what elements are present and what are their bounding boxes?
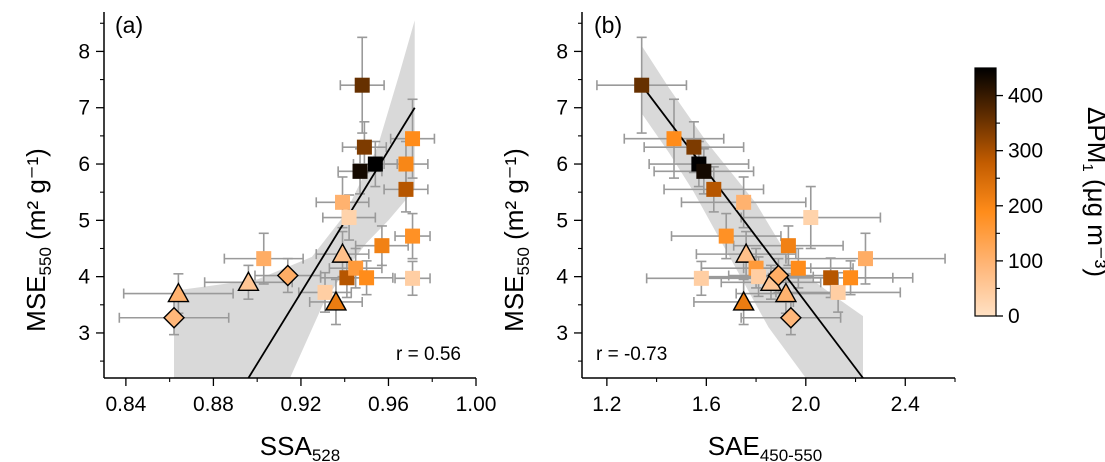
y-tick-label: 7 [78, 97, 90, 120]
colorbar-label: ΔPM1 (μg m⁻³) [1079, 107, 1105, 277]
colorbar-gradient [974, 67, 997, 317]
x-tick-label: 0.92 [281, 393, 322, 416]
square-point [398, 156, 414, 172]
square-point [356, 139, 372, 155]
x-tick-label: 1.6 [692, 393, 721, 416]
confidence-band [174, 20, 415, 379]
y-tick-label: 4 [556, 266, 568, 289]
square-point [780, 238, 796, 254]
square-point [256, 251, 272, 267]
triangle-point [167, 282, 190, 303]
square-point [352, 163, 368, 179]
square-point [335, 194, 351, 210]
triangle-point [324, 290, 348, 311]
y-tick-label: 7 [556, 97, 568, 120]
square-point [686, 139, 702, 155]
diamond-point [163, 306, 186, 329]
y-axis-label: MSE550 (m² g⁻¹) [21, 148, 55, 332]
square-point [843, 270, 859, 286]
fit-line [247, 107, 416, 379]
square-point [857, 251, 873, 267]
y-tick-label: 6 [556, 153, 568, 176]
square-point [359, 270, 375, 286]
square-point [374, 238, 390, 254]
square-point [696, 163, 712, 179]
triangle-point [774, 282, 798, 303]
square-point [367, 156, 383, 172]
y-tick-label: 8 [78, 40, 90, 63]
square-point [803, 210, 819, 226]
regression-line [247, 107, 416, 379]
y-tick-label: 8 [556, 40, 568, 63]
x-tick-label: 0.84 [105, 393, 146, 416]
square-point [666, 131, 682, 147]
colorbar-tick-label: 200 [1008, 195, 1043, 218]
y-tick-label: 4 [78, 266, 90, 289]
square-point [790, 260, 806, 276]
x-tick-label: 2.0 [791, 393, 820, 416]
square-point [736, 194, 752, 210]
axes: 1.2 1.6 2.0 2.4 3 4 5 6 7 8 [556, 12, 956, 416]
x-tick-label: 1.00 [456, 393, 497, 416]
square-point [405, 131, 421, 147]
y-tick-label: 6 [78, 153, 90, 176]
triangle-point [237, 270, 260, 291]
y-tick-label: 3 [78, 322, 90, 345]
square-point [706, 181, 722, 197]
correlation-label: r = 0.56 [396, 344, 461, 365]
x-tick-label: 2.4 [891, 393, 921, 416]
panel-b: 1.2 1.6 2.0 2.4 3 4 5 6 7 8 (b) r = -0.73 SAE450-… [499, 12, 956, 462]
diamond-point [779, 306, 802, 329]
axes: 0.84 0.88 0.92 0.96 1.00 3 4 5 6 7 8 [78, 12, 496, 416]
colorbar-tick-label: 0 [1008, 305, 1020, 328]
square-point [823, 270, 839, 286]
correlation-label: r = -0.73 [596, 344, 667, 365]
square-point [718, 228, 734, 244]
square-point [693, 270, 709, 286]
y-tick-label: 3 [556, 322, 568, 345]
square-point [354, 77, 370, 93]
x-tick-label: 0.96 [368, 393, 409, 416]
panel-label: (b) [594, 12, 622, 38]
panel-label: (a) [115, 12, 143, 38]
fit-line [640, 84, 864, 379]
x-axis-label: SSA528 [260, 431, 340, 462]
y-tick-label: 5 [556, 209, 568, 232]
confidence-band-area [641, 45, 863, 379]
x-tick-label: 1.2 [592, 393, 621, 416]
x-tick-label: 0.88 [193, 393, 234, 416]
colorbar-tick-label: 100 [1008, 250, 1043, 273]
colorbar-tick-label: 400 [1008, 85, 1043, 108]
triangle-point [732, 290, 755, 311]
triangle-point [331, 242, 354, 263]
confidence-band [641, 45, 863, 379]
square-point [317, 284, 333, 300]
colorbar: 0 100 200 300 400 ΔPM1 (μg m⁻³) [974, 67, 1105, 328]
confidence-band-area [174, 20, 415, 379]
triangle-point [734, 242, 758, 263]
colorbar-ticks: 0 100 200 300 400 [996, 85, 1043, 328]
diamond-point [767, 264, 790, 287]
square-point [405, 228, 421, 244]
x-axis-label: SAE450-550 [708, 431, 822, 462]
square-point [751, 269, 767, 285]
colorbar-tick-label: 300 [1008, 140, 1043, 163]
data-points [634, 77, 873, 329]
regression-line [640, 84, 864, 379]
y-tick-label: 5 [78, 209, 90, 232]
square-point [405, 270, 421, 286]
square-point [341, 210, 357, 226]
square-point [634, 77, 650, 93]
y-axis-label: MSE550 (m² g⁻¹) [499, 148, 533, 332]
square-point [398, 181, 414, 197]
data-points [163, 77, 421, 329]
diamond-point [276, 264, 299, 287]
square-point [830, 284, 846, 300]
